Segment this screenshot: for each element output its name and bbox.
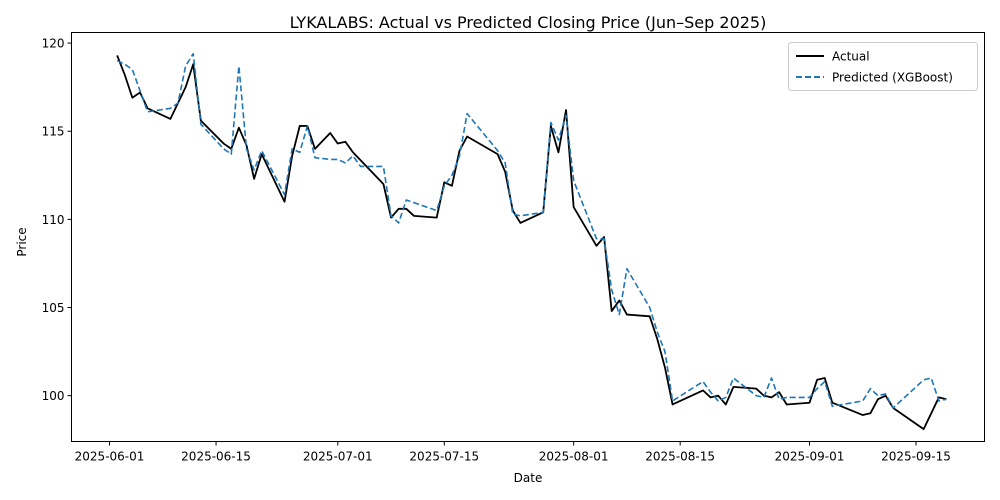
series-line-predicted-xgboost xyxy=(116,52,947,409)
y-tick-label: 110 xyxy=(42,213,65,227)
legend: Actual Predicted (XGBoost) xyxy=(788,42,978,91)
x-axis: 2025-06-01 2025-06-15 2025-07-01 2025-07-15… xyxy=(75,441,951,464)
x-axis-label: Date xyxy=(514,471,543,485)
series-line-actual xyxy=(116,55,947,431)
y-axis: 100 105 110 115 120 xyxy=(42,37,72,403)
x-tick-label: 2025-06-01 xyxy=(75,450,145,464)
legend-label-actual: Actual xyxy=(832,50,870,64)
x-tick-label: 2025-09-01 xyxy=(775,450,845,464)
x-tick-label: 2025-07-01 xyxy=(303,450,373,464)
y-tick-label: 105 xyxy=(42,301,65,315)
x-tick-label: 2025-07-15 xyxy=(409,450,479,464)
legend-box xyxy=(788,42,978,91)
legend-label-predicted: Predicted (XGBoost) xyxy=(832,71,953,85)
x-tick-label: 2025-06-15 xyxy=(181,450,251,464)
x-tick-label: 2025-09-15 xyxy=(881,450,951,464)
series-layer xyxy=(116,52,947,431)
y-tick-label: 120 xyxy=(42,37,65,51)
y-axis-label: Price xyxy=(15,227,29,256)
plot-area xyxy=(71,32,985,442)
x-tick-label: 2025-08-15 xyxy=(645,450,715,464)
chart-title: LYKALABS: Actual vs Predicted Closing Pr… xyxy=(290,13,767,32)
x-tick-label: 2025-08-01 xyxy=(539,450,609,464)
plot-frame xyxy=(71,32,985,442)
y-tick-label: 115 xyxy=(42,125,65,139)
y-tick-label: 100 xyxy=(42,389,65,403)
